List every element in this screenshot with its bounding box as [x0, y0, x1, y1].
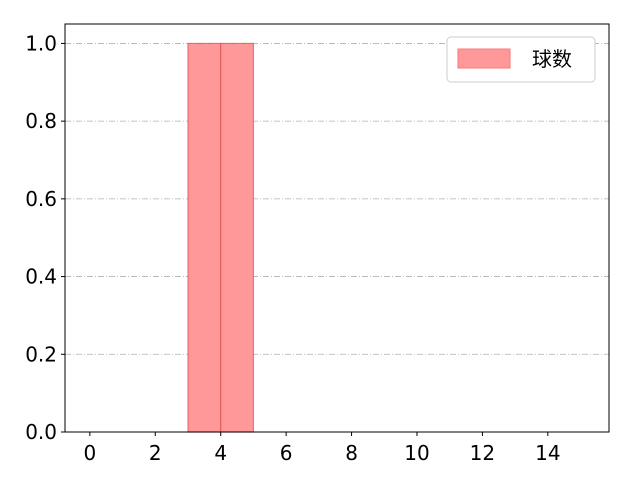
- plot-frame: [64, 23, 610, 433]
- y-tick-label: 1.0: [25, 31, 57, 55]
- legend: 球数: [446, 36, 596, 83]
- bar: [187, 42, 222, 433]
- x-tick-label: 6: [280, 441, 293, 465]
- x-tick-label: 4: [214, 441, 227, 465]
- x-tick-label: 0: [83, 441, 96, 465]
- y-tick-label: 0.6: [25, 187, 57, 211]
- x-tick-label: 10: [404, 441, 429, 465]
- y-tick-label: 0.4: [25, 265, 57, 289]
- x-tick-label: 12: [470, 441, 495, 465]
- y-tick-label: 0.2: [25, 342, 57, 366]
- legend-swatch: [457, 48, 511, 69]
- x-tick-label: 8: [345, 441, 358, 465]
- y-tick-label: 0.8: [25, 109, 57, 133]
- legend-label: 球数: [532, 47, 572, 71]
- x-axis: 0 2 4 6 8 10 12 14: [83, 432, 561, 465]
- legend-frame: [446, 36, 596, 83]
- x-tick-label: 14: [535, 441, 560, 465]
- x-tick-label: 2: [149, 441, 162, 465]
- y-tick-label: 0.0: [25, 420, 57, 444]
- bars: [187, 42, 255, 433]
- y-axis: 0.0 0.2 0.4 0.6 0.8 1.0: [25, 31, 65, 444]
- bar: [220, 42, 255, 433]
- grid-lines: [65, 43, 609, 433]
